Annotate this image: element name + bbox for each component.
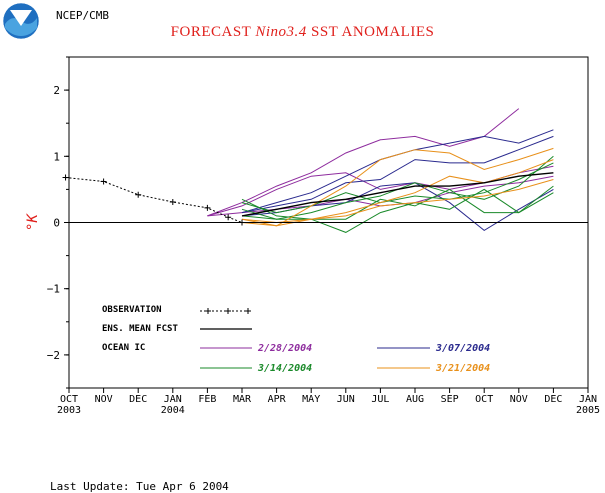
chart-title: FORECAST Nino3.4 SST ANOMALIES — [0, 24, 605, 41]
legend-observation-marker — [225, 308, 231, 314]
legend: OBSERVATION ENS. MEAN FCST OCEAN IC 2/28/20… — [102, 305, 490, 374]
legend-ocean-ic-label: OCEAN IC — [102, 343, 145, 353]
observation-point — [100, 178, 107, 185]
x-tick-label: AUG — [406, 394, 424, 405]
forecast-member-line — [241, 185, 554, 220]
x-tick-label: JAN — [579, 394, 597, 405]
y-tick-label: 1 — [53, 150, 60, 163]
last-update: Last Update: Tue Apr 6 2004 — [50, 480, 229, 493]
observation-point — [169, 198, 176, 205]
forecast-member-line — [241, 162, 554, 214]
legend-ic-label: 2/28/2004 — [257, 343, 312, 354]
legend-ens-mean-label: ENS. MEAN FCST — [102, 324, 178, 334]
x-tick-label: JUL — [371, 394, 389, 405]
x-tick-label: NOV — [95, 394, 113, 405]
x-tick-label: JUN — [337, 394, 355, 405]
legend-observation-marker — [205, 308, 211, 314]
y-tick-label: 2 — [53, 84, 60, 97]
ensemble-mean-line — [241, 172, 554, 217]
title-region: Nino3.4 — [255, 24, 307, 40]
legend-ic-label: 3/07/2004 — [435, 343, 490, 354]
legend-observation-marker — [245, 308, 251, 314]
x-tick-label: OCT — [475, 394, 493, 405]
legend-ic-label: 3/21/2004 — [435, 363, 490, 374]
legend-observation-label: OBSERVATION — [102, 305, 162, 315]
x-tick-label: APR — [268, 394, 287, 405]
x-tick-label: DEC — [544, 394, 562, 405]
x-tick-label: SEP — [441, 394, 459, 405]
forecast-member-line — [207, 165, 554, 217]
x-tick-label: FEB — [198, 394, 216, 405]
agency-label: NCEP/CMB — [56, 9, 109, 22]
x-tick-label: MAR — [233, 394, 252, 405]
title-prefix: FORECAST — [170, 24, 256, 40]
observation-point — [62, 174, 69, 181]
observation-point — [225, 214, 232, 221]
forecast-member-line — [241, 159, 554, 224]
x-tick-label: OCT — [60, 394, 78, 405]
forecast-member-line — [207, 108, 520, 217]
x-tick-label: NOV — [510, 394, 528, 405]
x-tick-year: 2004 — [161, 405, 185, 416]
forecast-member-line — [241, 129, 554, 214]
observation-point — [135, 191, 142, 198]
y-tick-label: −2 — [47, 349, 60, 362]
noaa-logo — [2, 2, 40, 40]
x-tick-label: JAN — [164, 394, 182, 405]
forecast-member-line — [241, 188, 554, 233]
y-axis-label: °K — [25, 213, 41, 231]
x-tick-label: MAY — [302, 394, 320, 405]
y-tick-label: 0 — [53, 217, 60, 230]
y-tick-label: −1 — [47, 283, 60, 296]
forecast-member-line — [241, 147, 554, 227]
forecast-member-line — [241, 135, 554, 214]
observation-line — [65, 177, 243, 223]
observation-point — [204, 204, 211, 211]
x-tick-year: 2003 — [57, 405, 81, 416]
x-tick-label: DEC — [129, 394, 147, 405]
title-suffix: SST ANOMALIES — [306, 24, 435, 40]
x-tick-year: 2005 — [576, 405, 600, 416]
legend-ic-label: 3/14/2004 — [257, 363, 312, 374]
